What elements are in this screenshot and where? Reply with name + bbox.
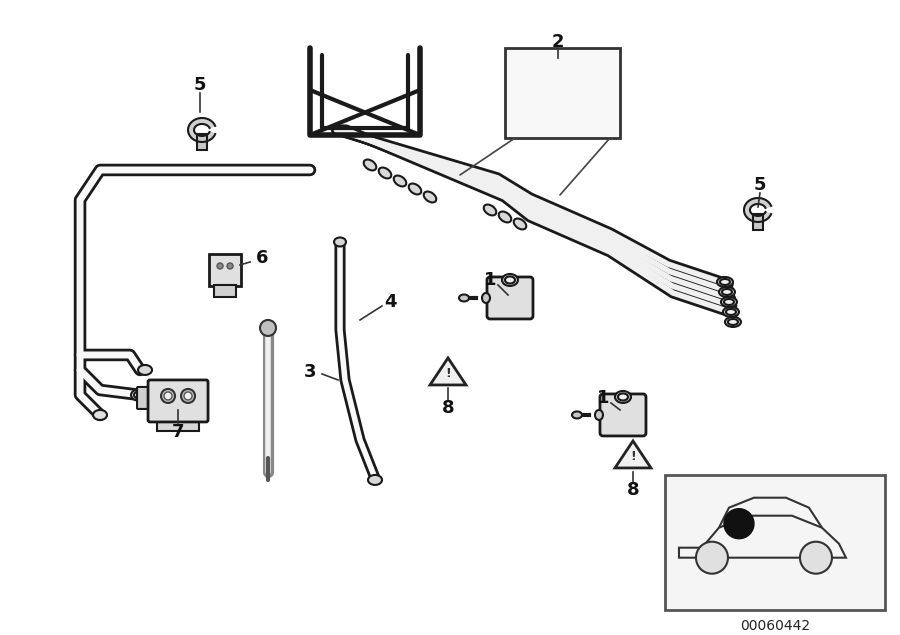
Ellipse shape xyxy=(505,276,515,283)
Ellipse shape xyxy=(719,287,735,297)
Circle shape xyxy=(800,542,832,573)
Text: !: ! xyxy=(630,450,636,464)
Ellipse shape xyxy=(483,204,496,215)
Text: 8: 8 xyxy=(626,481,639,499)
Ellipse shape xyxy=(717,277,733,287)
Ellipse shape xyxy=(618,394,628,401)
FancyBboxPatch shape xyxy=(487,277,533,319)
Bar xyxy=(665,475,885,610)
Ellipse shape xyxy=(502,274,518,286)
Circle shape xyxy=(227,263,233,269)
Ellipse shape xyxy=(368,475,382,485)
Ellipse shape xyxy=(721,297,737,307)
Circle shape xyxy=(217,263,223,269)
Text: 00060442: 00060442 xyxy=(740,619,810,633)
Polygon shape xyxy=(430,358,466,385)
FancyBboxPatch shape xyxy=(137,387,153,409)
FancyBboxPatch shape xyxy=(209,254,241,286)
Text: 3: 3 xyxy=(304,363,316,381)
Ellipse shape xyxy=(424,192,436,203)
Circle shape xyxy=(260,320,276,336)
Text: 1: 1 xyxy=(483,271,496,289)
Ellipse shape xyxy=(164,392,172,400)
Ellipse shape xyxy=(181,389,195,403)
Ellipse shape xyxy=(722,289,732,295)
FancyBboxPatch shape xyxy=(600,394,646,436)
Text: 7: 7 xyxy=(172,423,184,441)
Ellipse shape xyxy=(379,168,392,178)
Ellipse shape xyxy=(615,391,631,403)
Text: 5: 5 xyxy=(194,76,206,94)
FancyBboxPatch shape xyxy=(214,285,236,297)
Ellipse shape xyxy=(409,184,421,194)
Ellipse shape xyxy=(572,411,582,418)
Ellipse shape xyxy=(728,319,738,325)
Bar xyxy=(753,214,763,230)
Ellipse shape xyxy=(459,295,469,302)
Text: 5: 5 xyxy=(753,176,766,194)
Ellipse shape xyxy=(725,317,741,327)
Polygon shape xyxy=(615,441,651,468)
Ellipse shape xyxy=(138,365,152,375)
Circle shape xyxy=(696,542,728,573)
Text: 4: 4 xyxy=(383,293,396,311)
Ellipse shape xyxy=(720,279,730,285)
Polygon shape xyxy=(679,516,846,558)
Ellipse shape xyxy=(393,175,406,187)
Bar xyxy=(505,48,620,138)
Ellipse shape xyxy=(726,309,736,315)
Text: 6: 6 xyxy=(256,249,268,267)
FancyBboxPatch shape xyxy=(157,417,199,431)
Ellipse shape xyxy=(482,293,490,303)
Polygon shape xyxy=(744,198,771,222)
Ellipse shape xyxy=(161,389,175,403)
Text: !: ! xyxy=(446,368,451,380)
Ellipse shape xyxy=(499,211,511,222)
Ellipse shape xyxy=(131,389,149,401)
Bar xyxy=(197,134,207,150)
Polygon shape xyxy=(188,118,215,142)
Circle shape xyxy=(724,509,754,538)
Ellipse shape xyxy=(514,218,526,229)
Text: 2: 2 xyxy=(552,33,564,51)
Ellipse shape xyxy=(723,307,739,317)
Ellipse shape xyxy=(724,299,734,305)
Ellipse shape xyxy=(334,237,346,246)
Text: 8: 8 xyxy=(442,399,454,417)
Ellipse shape xyxy=(134,391,146,399)
FancyBboxPatch shape xyxy=(148,380,208,422)
Text: 1: 1 xyxy=(597,389,609,407)
Ellipse shape xyxy=(364,159,376,170)
Ellipse shape xyxy=(93,410,107,420)
Ellipse shape xyxy=(595,410,603,420)
Ellipse shape xyxy=(184,392,192,400)
